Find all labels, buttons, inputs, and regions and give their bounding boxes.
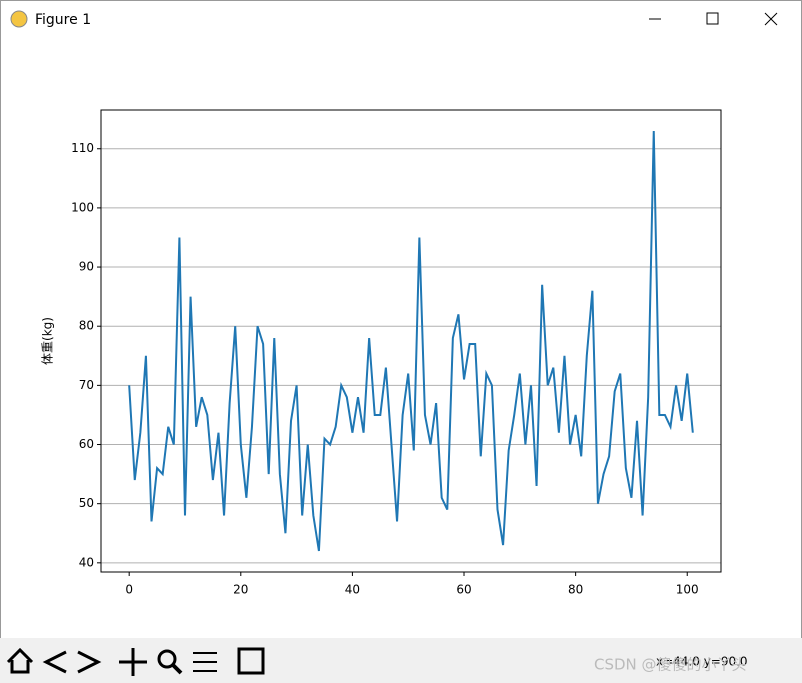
back-button[interactable] (42, 650, 67, 674)
y-axis-label: 体重(kg) (41, 317, 55, 365)
status-text: x=44.0 y=90.0 (656, 655, 748, 669)
y-tick-label: 60 (79, 437, 94, 451)
plot: 40 50 60 70 80 90 100 110 0 20 40 60 80 100 体重(kg) (41, 109, 722, 597)
close-button[interactable] (764, 12, 778, 26)
x-tick-label: 40 (345, 583, 360, 597)
save-button[interactable] (237, 647, 265, 675)
configure-button[interactable] (193, 652, 217, 672)
data-line (128, 130, 694, 552)
axes-frame (100, 109, 722, 573)
x-tick-label: 100 (676, 583, 699, 597)
x-tick-label: 60 (456, 583, 471, 597)
pan-button[interactable] (119, 648, 147, 676)
y-tick-label: 110 (71, 141, 94, 155)
y-tick-label: 50 (79, 496, 94, 510)
window-title: Figure 1 (35, 12, 91, 28)
zoom-button[interactable] (157, 649, 183, 675)
app-icon (10, 10, 28, 28)
x-tick-label: 80 (568, 583, 583, 597)
y-tick-label: 80 (79, 319, 94, 333)
maximize-button[interactable] (706, 12, 719, 25)
x-tick-label: 20 (233, 583, 248, 597)
x-tick-label: 0 (125, 583, 133, 597)
y-tick-label: 70 (79, 378, 94, 392)
home-button[interactable] (6, 647, 34, 674)
y-tick-label: 40 (79, 555, 94, 569)
watermark: CSDN @傻傻的小丫头 (594, 656, 747, 674)
forward-button[interactable] (77, 650, 102, 674)
y-tick-label: 90 (79, 260, 94, 274)
y-tick-label: 100 (71, 200, 94, 214)
